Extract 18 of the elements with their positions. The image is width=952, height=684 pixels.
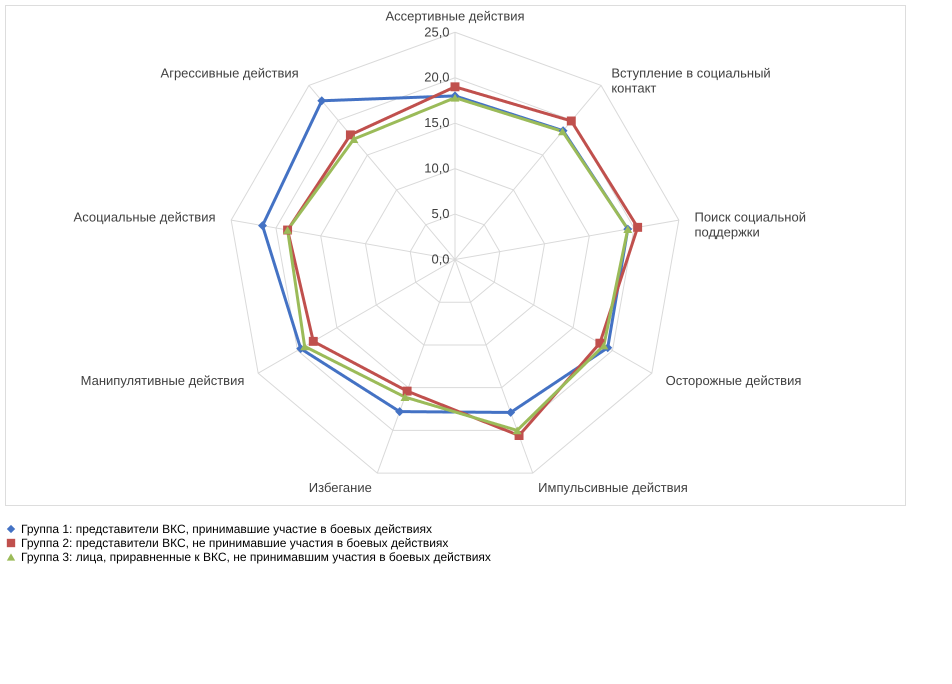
spoke-label: Осторожные действия [666, 373, 802, 388]
y-tick-label: 5,0 [431, 206, 450, 222]
y-tick-label: 0,0 [431, 252, 450, 267]
y-tick-label: 20,0 [424, 70, 450, 85]
legend-label: Группа 2: представители ВКС, не принимавшие участия в боевых действиях [21, 536, 448, 550]
spoke-label: Вступление в социальный контакт [611, 65, 771, 96]
spoke-label: Ассертивные действия [385, 8, 525, 24]
y-tick-label: 25,0 [424, 24, 450, 40]
spoke-label: Манипулятивные действия [80, 373, 244, 388]
spoke-label: Избегание [308, 480, 372, 496]
y-tick-label: 15,0 [424, 115, 450, 130]
legend-label: Группа 1: представители ВКС, принимавшие участие в боевых действиях [21, 522, 432, 536]
y-tick-label: 10,0 [424, 160, 450, 176]
spoke-label: Импульсивные действия [538, 480, 688, 496]
legend-label: Группа 3: лица, приравненные к ВКС, не принимавшим участия в боевых действиях [21, 550, 491, 564]
spoke-label: Асоциальные действия [74, 209, 216, 224]
spoke-label: Поиск социальной поддержки [694, 209, 806, 240]
spoke-label: Агрессивные действия [160, 65, 299, 80]
